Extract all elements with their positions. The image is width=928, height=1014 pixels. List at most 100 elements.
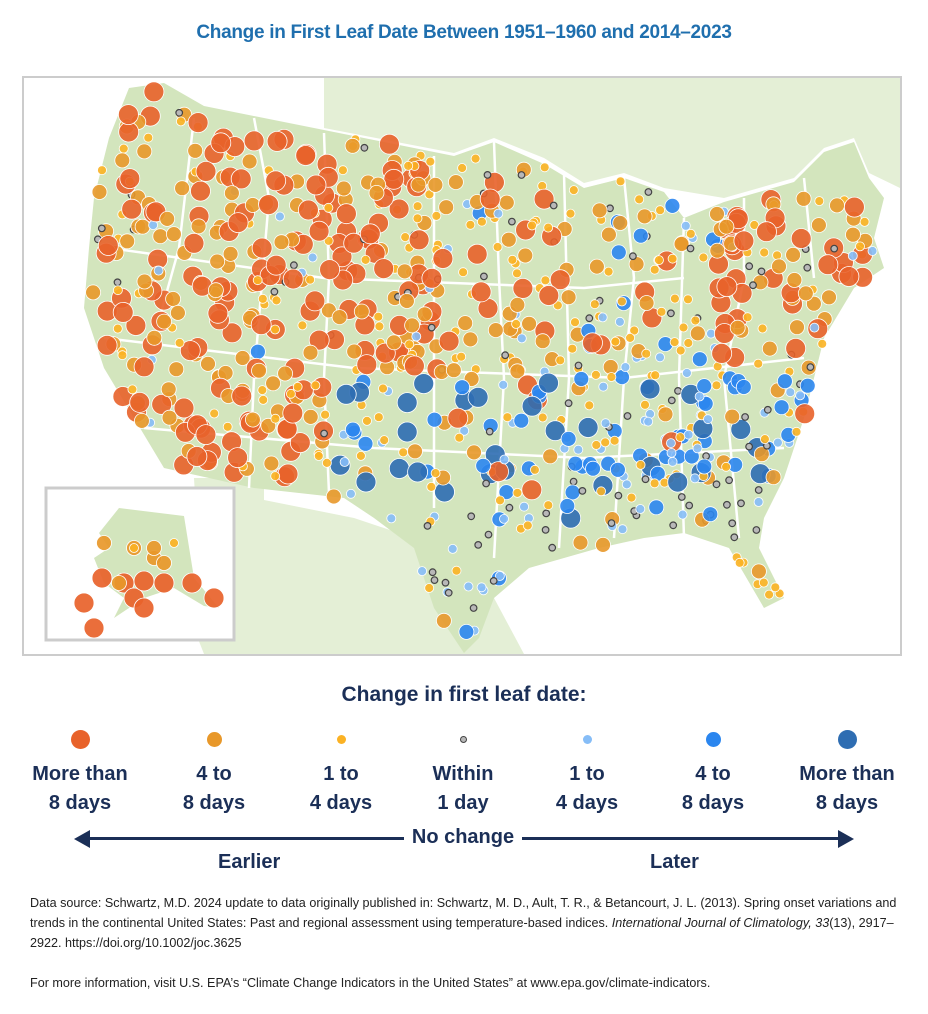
station-marker-later-8plus bbox=[388, 458, 410, 479]
station-marker-earlier-4to8 bbox=[560, 289, 577, 306]
legend-item-later-8plus: More than 8 days bbox=[782, 724, 912, 818]
station-marker-earlier-1to4 bbox=[476, 216, 487, 227]
station-marker-within-1 bbox=[483, 170, 492, 179]
legend-label: Within 1 day bbox=[398, 760, 528, 818]
station-marker-earlier-1to4 bbox=[512, 487, 523, 498]
legend-label-line1: 4 to bbox=[196, 763, 232, 785]
station-marker-within-1 bbox=[702, 452, 710, 461]
station-marker-earlier-8plus bbox=[356, 354, 378, 376]
station-marker-earlier-1to4 bbox=[610, 336, 621, 347]
station-marker-later-1to4 bbox=[867, 246, 878, 256]
arrow-right-icon bbox=[838, 830, 854, 848]
station-marker-earlier-1to4 bbox=[257, 385, 268, 396]
station-marker-earlier-1to4 bbox=[537, 412, 548, 423]
station-marker-earlier-4to8 bbox=[601, 226, 617, 243]
station-marker-later-1to4 bbox=[417, 566, 428, 577]
station-marker-earlier-1to4 bbox=[543, 500, 554, 511]
station-marker-within-1 bbox=[113, 278, 122, 287]
station-marker-earlier-8plus bbox=[331, 246, 353, 268]
station-marker-earlier-8plus bbox=[408, 229, 430, 251]
us-map bbox=[44, 78, 900, 654]
station-marker-earlier-4to8 bbox=[174, 180, 191, 197]
station-marker-within-1 bbox=[574, 361, 583, 370]
station-marker-earlier-8plus bbox=[203, 587, 225, 609]
station-marker-later-1to4 bbox=[773, 437, 783, 448]
station-marker-earlier-4to8 bbox=[241, 153, 258, 170]
station-marker-earlier-8plus bbox=[838, 266, 860, 287]
station-marker-earlier-4to8 bbox=[542, 448, 559, 465]
station-markers bbox=[73, 81, 878, 640]
station-marker-earlier-4to8 bbox=[209, 253, 226, 270]
station-marker-earlier-1to4 bbox=[649, 478, 660, 489]
station-marker-earlier-4to8 bbox=[134, 218, 151, 235]
station-marker-earlier-4to8 bbox=[445, 362, 462, 379]
station-marker-later-1to4 bbox=[615, 316, 625, 327]
chart-title: Change in First Leaf Date Between 1951–1… bbox=[196, 22, 732, 43]
station-marker-later-1to4 bbox=[494, 571, 505, 581]
station-marker-earlier-4to8 bbox=[386, 334, 402, 351]
station-marker-earlier-1to4 bbox=[770, 582, 781, 593]
station-marker-earlier-1to4 bbox=[174, 337, 185, 348]
station-marker-earlier-4to8 bbox=[325, 488, 342, 505]
station-marker-within-1 bbox=[430, 576, 439, 585]
station-marker-earlier-4to8 bbox=[636, 208, 653, 225]
station-marker-earlier-4to8 bbox=[234, 350, 251, 366]
station-marker-earlier-8plus bbox=[359, 223, 381, 245]
station-marker-earlier-1to4 bbox=[373, 311, 384, 322]
station-marker-within-1 bbox=[623, 412, 632, 420]
station-marker-earlier-8plus bbox=[143, 81, 165, 103]
station-marker-earlier-4to8 bbox=[821, 289, 837, 306]
station-marker-earlier-8plus bbox=[221, 322, 243, 344]
station-marker-later-8plus bbox=[544, 420, 566, 442]
station-marker-earlier-4to8 bbox=[591, 202, 608, 219]
station-marker-within-1 bbox=[320, 429, 329, 438]
station-marker-later-4to8 bbox=[702, 506, 719, 523]
station-marker-within-1 bbox=[803, 263, 812, 272]
station-marker-later-1to4 bbox=[785, 387, 796, 398]
station-marker-earlier-4to8 bbox=[509, 363, 526, 380]
station-marker-earlier-8plus bbox=[305, 174, 327, 196]
station-marker-earlier-1to4 bbox=[374, 321, 385, 332]
station-marker-later-8plus bbox=[413, 373, 435, 395]
station-marker-earlier-4to8 bbox=[207, 282, 224, 299]
station-marker-earlier-4to8 bbox=[165, 226, 182, 243]
station-marker-earlier-4to8 bbox=[96, 535, 112, 551]
station-marker-later-1to4 bbox=[274, 211, 285, 222]
station-marker-within-1 bbox=[745, 442, 753, 451]
station-marker-later-1to4 bbox=[682, 368, 692, 378]
station-marker-later-8plus bbox=[467, 386, 489, 408]
station-marker-earlier-4to8 bbox=[244, 197, 261, 213]
station-marker-within-1 bbox=[741, 413, 749, 421]
station-marker-earlier-8plus bbox=[258, 194, 280, 215]
station-marker-earlier-8plus bbox=[243, 130, 265, 152]
station-marker-earlier-1to4 bbox=[310, 380, 321, 391]
station-marker-earlier-1to4 bbox=[753, 358, 764, 369]
station-marker-earlier-4to8 bbox=[829, 197, 845, 214]
legend-dot-wrap bbox=[149, 724, 279, 754]
station-marker-earlier-4to8 bbox=[168, 361, 185, 378]
station-marker-earlier-1to4 bbox=[529, 464, 540, 475]
station-marker-later-4to8 bbox=[735, 379, 752, 395]
station-marker-within-1 bbox=[585, 314, 594, 323]
station-marker-earlier-8plus bbox=[844, 196, 865, 218]
station-marker-earlier-1to4 bbox=[222, 421, 233, 432]
station-marker-earlier-4to8 bbox=[509, 296, 526, 313]
station-marker-later-1to4 bbox=[499, 513, 509, 524]
station-marker-within-1 bbox=[730, 533, 739, 542]
station-marker-earlier-1to4 bbox=[129, 543, 139, 553]
station-marker-within-1 bbox=[480, 272, 488, 281]
station-marker-earlier-1to4 bbox=[683, 294, 693, 305]
station-marker-within-1 bbox=[360, 143, 369, 152]
station-marker-later-1to4 bbox=[677, 509, 688, 520]
station-marker-within-1 bbox=[754, 486, 763, 494]
station-marker-earlier-4to8 bbox=[346, 343, 363, 360]
station-marker-earlier-8plus bbox=[227, 212, 249, 234]
station-marker-earlier-1to4 bbox=[584, 400, 595, 411]
station-marker-earlier-8plus bbox=[533, 188, 555, 210]
station-marker-earlier-8plus bbox=[195, 424, 217, 446]
station-marker-earlier-8plus bbox=[538, 285, 560, 306]
station-marker-later-4to8 bbox=[691, 351, 708, 368]
station-marker-earlier-1to4 bbox=[495, 495, 505, 506]
station-marker-earlier-8plus bbox=[118, 121, 140, 143]
station-marker-earlier-4to8 bbox=[811, 217, 827, 234]
